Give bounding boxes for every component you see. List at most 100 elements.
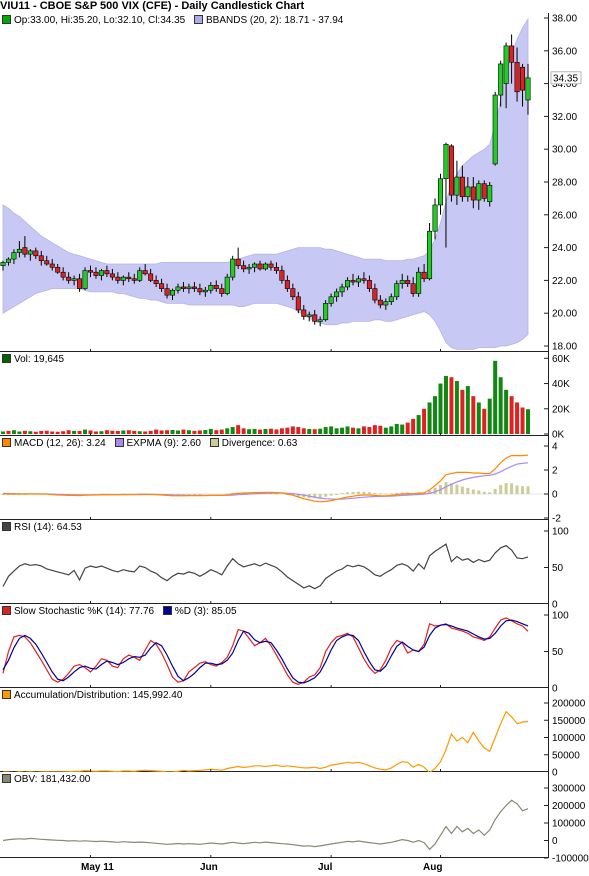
candle-body (525, 77, 531, 101)
volume-bar (443, 375, 448, 434)
candle-body (191, 286, 197, 289)
candle-body (60, 271, 66, 278)
volume-bar (526, 409, 530, 434)
y-tick-label: 4 (552, 442, 558, 453)
volume-bar (197, 430, 202, 434)
candle (350, 273, 356, 286)
candle-body (290, 288, 296, 298)
divergence-bar (335, 494, 339, 495)
volume-bar (93, 431, 98, 434)
ad-legend: Accumulation/Distribution: 145,992.40 (2, 690, 188, 701)
y-tick-label: 100000 (552, 733, 586, 744)
volume-bar (83, 429, 88, 434)
candle (191, 282, 197, 292)
volume-bar (400, 424, 405, 434)
candle (252, 262, 258, 273)
candle-body (235, 258, 241, 266)
volume-bar (279, 428, 284, 434)
candle-body (109, 273, 115, 278)
candle-body (27, 250, 33, 255)
divergence-bar (510, 483, 514, 494)
candle-body (164, 288, 170, 296)
divergence-bar (329, 494, 333, 496)
candle-body (312, 314, 318, 322)
y-tick-label: 36.00 (552, 46, 577, 57)
candle (213, 280, 219, 292)
candle-body (153, 280, 159, 284)
candle-body (88, 270, 94, 273)
volume-bar (334, 428, 339, 434)
candle (279, 265, 285, 284)
divergence-bar (318, 494, 322, 498)
volume-bar (186, 430, 191, 434)
legend-expma: EXPMA (9): 2.60 (114, 438, 201, 449)
candle (498, 60, 504, 107)
volume-bar (225, 428, 230, 434)
volume-chart-svg: 60K 40K 20K 0K (1, 354, 570, 441)
candle (120, 275, 126, 286)
legend-bbands: BBANDS (20, 2): 18.71 - 37.94 (194, 15, 343, 26)
volume-bar (356, 428, 361, 434)
volume-bar (170, 429, 175, 434)
candle (306, 311, 312, 322)
candle-body (416, 271, 422, 294)
candle (109, 268, 115, 281)
divergence-bar (482, 491, 486, 494)
volume-bar (143, 431, 148, 434)
divergence-bar (274, 493, 278, 495)
candle-body (197, 288, 203, 293)
candle-body (366, 280, 372, 289)
candle-body (148, 273, 154, 281)
divergence-bar (466, 487, 470, 494)
y-tick-label: 34.00 (552, 79, 577, 90)
candle-body (295, 296, 301, 311)
divergence-bar (296, 494, 300, 497)
candle (459, 165, 465, 202)
volume-bar (219, 429, 224, 434)
candle-body (520, 66, 526, 91)
candle (77, 273, 83, 292)
volume-bar (389, 426, 394, 434)
volume-bar (454, 381, 459, 434)
volume-bar (438, 383, 443, 434)
candle-body (241, 265, 247, 270)
candle-body (350, 280, 356, 283)
y-tick-label: 22.00 (552, 276, 577, 287)
y-tick-label: -2 (552, 514, 561, 525)
y-tick-label: 150000 (552, 716, 586, 727)
legend-divergence: Divergence: 0.63 (209, 438, 297, 449)
y-tick-label: 0 (552, 600, 558, 611)
candle (219, 283, 225, 297)
volume-bar (285, 427, 290, 434)
volume-bar (498, 377, 503, 434)
last-price-label: 34.35 (553, 73, 578, 84)
macd-plot-area (0, 436, 549, 520)
volume-bar (28, 431, 33, 434)
candle (197, 283, 203, 296)
volume-bar (247, 429, 252, 434)
candle (273, 262, 279, 274)
candle-body (476, 183, 482, 201)
macd-line (3, 454, 529, 503)
candle-body (498, 63, 504, 96)
volume-bar (17, 431, 22, 434)
candle-body (345, 280, 351, 288)
candle-body (49, 263, 55, 268)
candle (394, 280, 400, 301)
y-tick-label: 18.00 (552, 342, 577, 353)
candle (11, 249, 17, 264)
rsi-plot-area (0, 520, 549, 604)
candle-body (66, 276, 72, 281)
candle (175, 283, 181, 294)
candle-body (410, 283, 416, 294)
candle (509, 34, 515, 84)
x-tick-jun: Jun (200, 862, 218, 873)
candle (230, 255, 236, 281)
divergence-bar (324, 494, 328, 497)
stochastic-k-line (2, 617, 529, 685)
legend-obv-text: OBV: 181,432.00 (14, 774, 91, 785)
candle-body (459, 176, 465, 198)
candle (262, 262, 268, 271)
candle-body (55, 266, 61, 273)
candle-body (22, 247, 28, 255)
